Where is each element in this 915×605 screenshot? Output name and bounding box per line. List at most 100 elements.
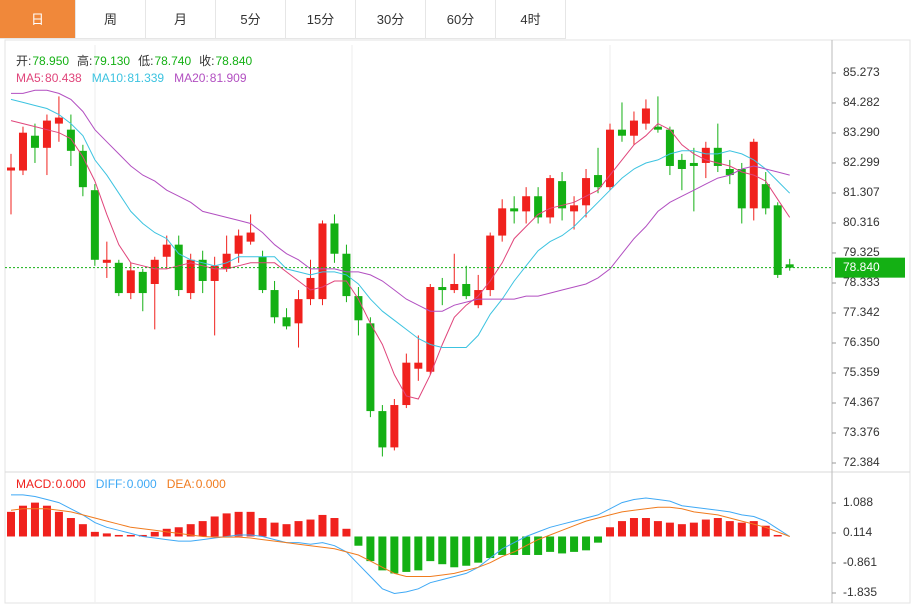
candle-body <box>102 259 111 263</box>
y-tick-label: 81.307 <box>843 185 880 199</box>
candle-body <box>653 126 662 130</box>
candle-body <box>474 290 483 306</box>
candle-body <box>162 244 171 257</box>
candle-body <box>42 120 51 148</box>
macd-bar <box>66 518 75 537</box>
macd-bar <box>210 516 219 537</box>
candle-body <box>582 178 591 206</box>
y-tick-label: 74.367 <box>843 395 880 409</box>
ma-line <box>11 89 790 312</box>
legend-value: 81.339 <box>127 71 164 85</box>
macd-bar <box>737 522 746 537</box>
y-tick-label: 77.342 <box>843 305 880 319</box>
macd-bar <box>102 533 111 537</box>
y-tick-label: 76.350 <box>843 335 880 349</box>
candle-body <box>629 120 638 136</box>
macd-bar <box>306 519 315 537</box>
macd-bar <box>629 518 638 537</box>
candle-body <box>90 190 99 260</box>
legend-value: 0.000 <box>56 477 86 491</box>
candle-body <box>438 287 447 291</box>
macd-bar <box>665 522 674 537</box>
macd-bar <box>713 518 722 537</box>
y-tick-label: 80.316 <box>843 215 880 229</box>
macd-bar <box>258 518 267 537</box>
macd-line <box>10 506 790 577</box>
macd-bar <box>114 534 123 537</box>
period-tab[interactable]: 月 <box>146 0 216 39</box>
y-tick-label: 85.273 <box>843 65 880 79</box>
macd-bar <box>582 536 591 551</box>
macd-bar <box>725 521 734 537</box>
candle-body <box>366 323 375 412</box>
macd-bar <box>594 536 603 543</box>
candle-body <box>330 223 339 254</box>
candle-body <box>246 232 255 242</box>
candle-body <box>258 256 267 291</box>
period-tab[interactable]: 日 <box>0 0 76 39</box>
period-tab[interactable]: 15分 <box>286 0 356 39</box>
period-tab[interactable]: 4时 <box>496 0 566 39</box>
candle-body <box>378 411 387 448</box>
macd-bar <box>701 519 710 537</box>
period-tab[interactable]: 30分 <box>356 0 426 39</box>
macd-bar <box>222 513 231 537</box>
candle-body <box>450 283 459 291</box>
candle-body <box>18 132 27 171</box>
candle-body <box>138 271 147 294</box>
candle-body <box>282 317 291 327</box>
period-tab[interactable]: 5分 <box>216 0 286 39</box>
y-tick-label: 1.088 <box>843 495 873 509</box>
last-price-box <box>835 257 905 278</box>
y-tick-label: 75.359 <box>843 365 880 379</box>
legend-label: MA10: <box>92 71 127 85</box>
macd-bar <box>438 536 447 565</box>
macd-bar <box>90 531 99 537</box>
y-tick-label: 72.384 <box>843 455 880 469</box>
period-tab[interactable]: 周 <box>76 0 146 39</box>
candle-body <box>66 129 75 151</box>
legend-value: 78.840 <box>215 54 252 68</box>
macd-bar <box>198 521 207 537</box>
period-tabs: 日周月 5分 15分 30分 60分 4时 <box>0 0 566 40</box>
macd-bar <box>486 536 495 559</box>
macd-bar <box>474 536 483 563</box>
macd-bar <box>761 525 770 537</box>
legend-value: 0.000 <box>196 477 226 491</box>
separators <box>94 45 611 603</box>
candle-body <box>318 223 327 300</box>
macd-bar <box>450 536 459 568</box>
candle-body <box>126 270 135 294</box>
candle-body <box>270 290 279 318</box>
macd-bar <box>42 505 51 537</box>
period-tab[interactable]: 60分 <box>426 0 496 39</box>
macd-bar <box>174 527 183 537</box>
candle-body <box>402 362 411 406</box>
candle-body <box>546 178 555 218</box>
candle-body <box>665 129 674 166</box>
y-tick-label: 0.114 <box>843 525 872 539</box>
legend: MACD:0.000 DIFF:0.000 DEA:0.000 <box>16 477 226 491</box>
macd-bar <box>689 522 698 537</box>
legend: MA5:80.438 MA10:81.339 MA20:81.909 <box>16 71 247 85</box>
macd-bar <box>641 518 650 537</box>
macd-bar <box>677 524 686 537</box>
macd-bar <box>558 536 567 554</box>
candle-body <box>713 147 722 166</box>
macd-bar <box>18 505 27 537</box>
candle-body <box>294 299 303 324</box>
candle-body <box>306 277 315 300</box>
macd-bar <box>390 536 399 574</box>
macd-bar <box>54 511 63 537</box>
macd-bar <box>426 536 435 562</box>
candle-body <box>558 181 567 209</box>
candle-body <box>534 196 543 218</box>
legend-value: 80.438 <box>45 71 82 85</box>
y-tick-label: 82.299 <box>843 155 880 169</box>
frame <box>4 39 911 604</box>
candle-body <box>210 265 219 281</box>
macd-bar <box>342 528 351 537</box>
candle-body <box>594 175 603 188</box>
candle-body <box>114 262 123 294</box>
legend-label: DIFF: <box>96 477 126 491</box>
